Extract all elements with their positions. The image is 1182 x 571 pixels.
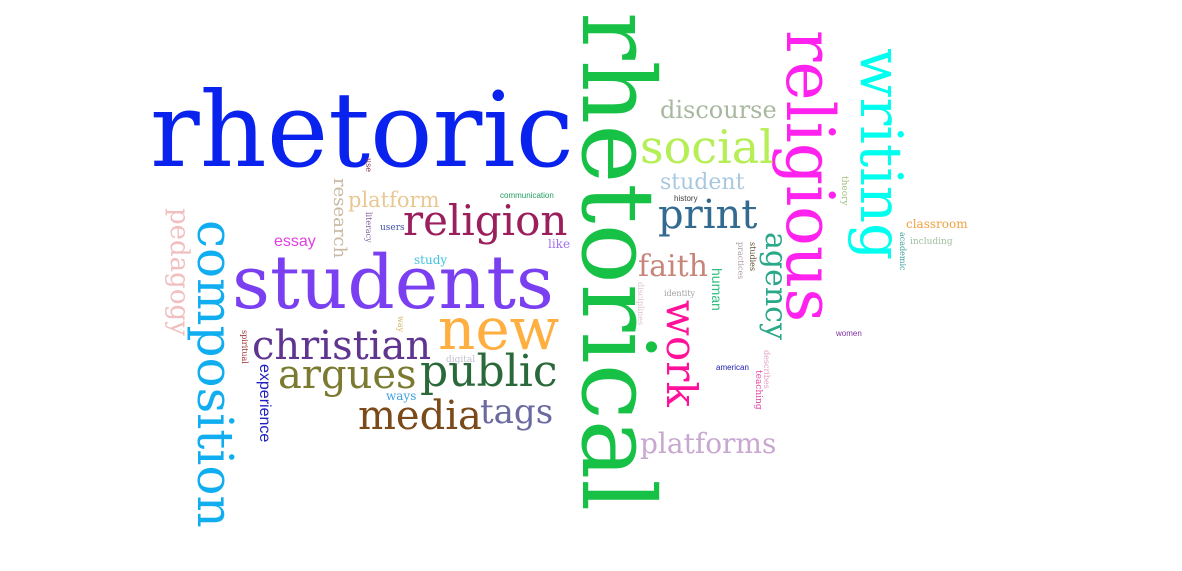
word-religion: religion xyxy=(403,196,568,245)
word-teaching: teaching xyxy=(753,370,763,410)
word-human: human xyxy=(709,268,725,311)
word-research: research xyxy=(329,178,350,259)
word-experience: experience xyxy=(256,364,273,443)
word-describes: describes xyxy=(762,350,771,389)
word-theory: theory xyxy=(839,176,849,206)
word-work: work xyxy=(657,300,706,407)
word-ways: ways xyxy=(386,389,417,403)
word-academic: academic xyxy=(898,232,907,271)
word-spiritual: spiritual xyxy=(240,330,249,364)
word-digital: digital xyxy=(446,355,476,365)
word-media: media xyxy=(358,393,482,439)
word-pedagogy: pedagogy xyxy=(164,208,194,336)
word-women: women xyxy=(836,329,862,338)
word-literacy: literacy xyxy=(364,212,373,243)
word-christian: christian xyxy=(252,323,432,369)
word-new: new xyxy=(438,295,560,363)
word-composition: composition xyxy=(186,220,244,528)
word-discourse: discourse xyxy=(660,96,777,124)
word-essay: essay xyxy=(274,233,316,250)
word-student: student xyxy=(660,170,745,195)
word-disciplines: disciplines xyxy=(636,282,645,326)
word-communication: communication xyxy=(500,191,554,200)
word-writing: writing xyxy=(847,48,915,261)
word-platforms: platforms xyxy=(640,427,777,460)
word-social: social xyxy=(640,120,774,174)
word-faith: faith xyxy=(638,249,708,284)
word-history: history xyxy=(674,194,698,203)
word-way: way xyxy=(396,316,405,333)
word-practices: practices xyxy=(736,242,745,280)
word-tags: tags xyxy=(480,392,554,432)
word-classroom: classroom xyxy=(906,217,968,231)
word-use: use xyxy=(364,158,373,172)
word-american: american xyxy=(716,363,749,372)
word-including: including xyxy=(910,237,953,247)
word-like: like xyxy=(548,237,571,251)
word-users: users xyxy=(380,223,405,233)
word-platform: platform xyxy=(348,188,440,212)
word-argues: argues xyxy=(278,352,417,398)
word-identity: identity xyxy=(664,289,696,298)
word-public: public xyxy=(420,346,558,397)
word-agency: agency xyxy=(758,232,793,340)
word-rhetoric: rhetoric xyxy=(150,69,574,191)
word-print: print xyxy=(658,192,758,238)
word-study: study xyxy=(414,253,448,267)
word-students: students xyxy=(232,240,554,326)
word-studies: studies xyxy=(748,242,757,271)
